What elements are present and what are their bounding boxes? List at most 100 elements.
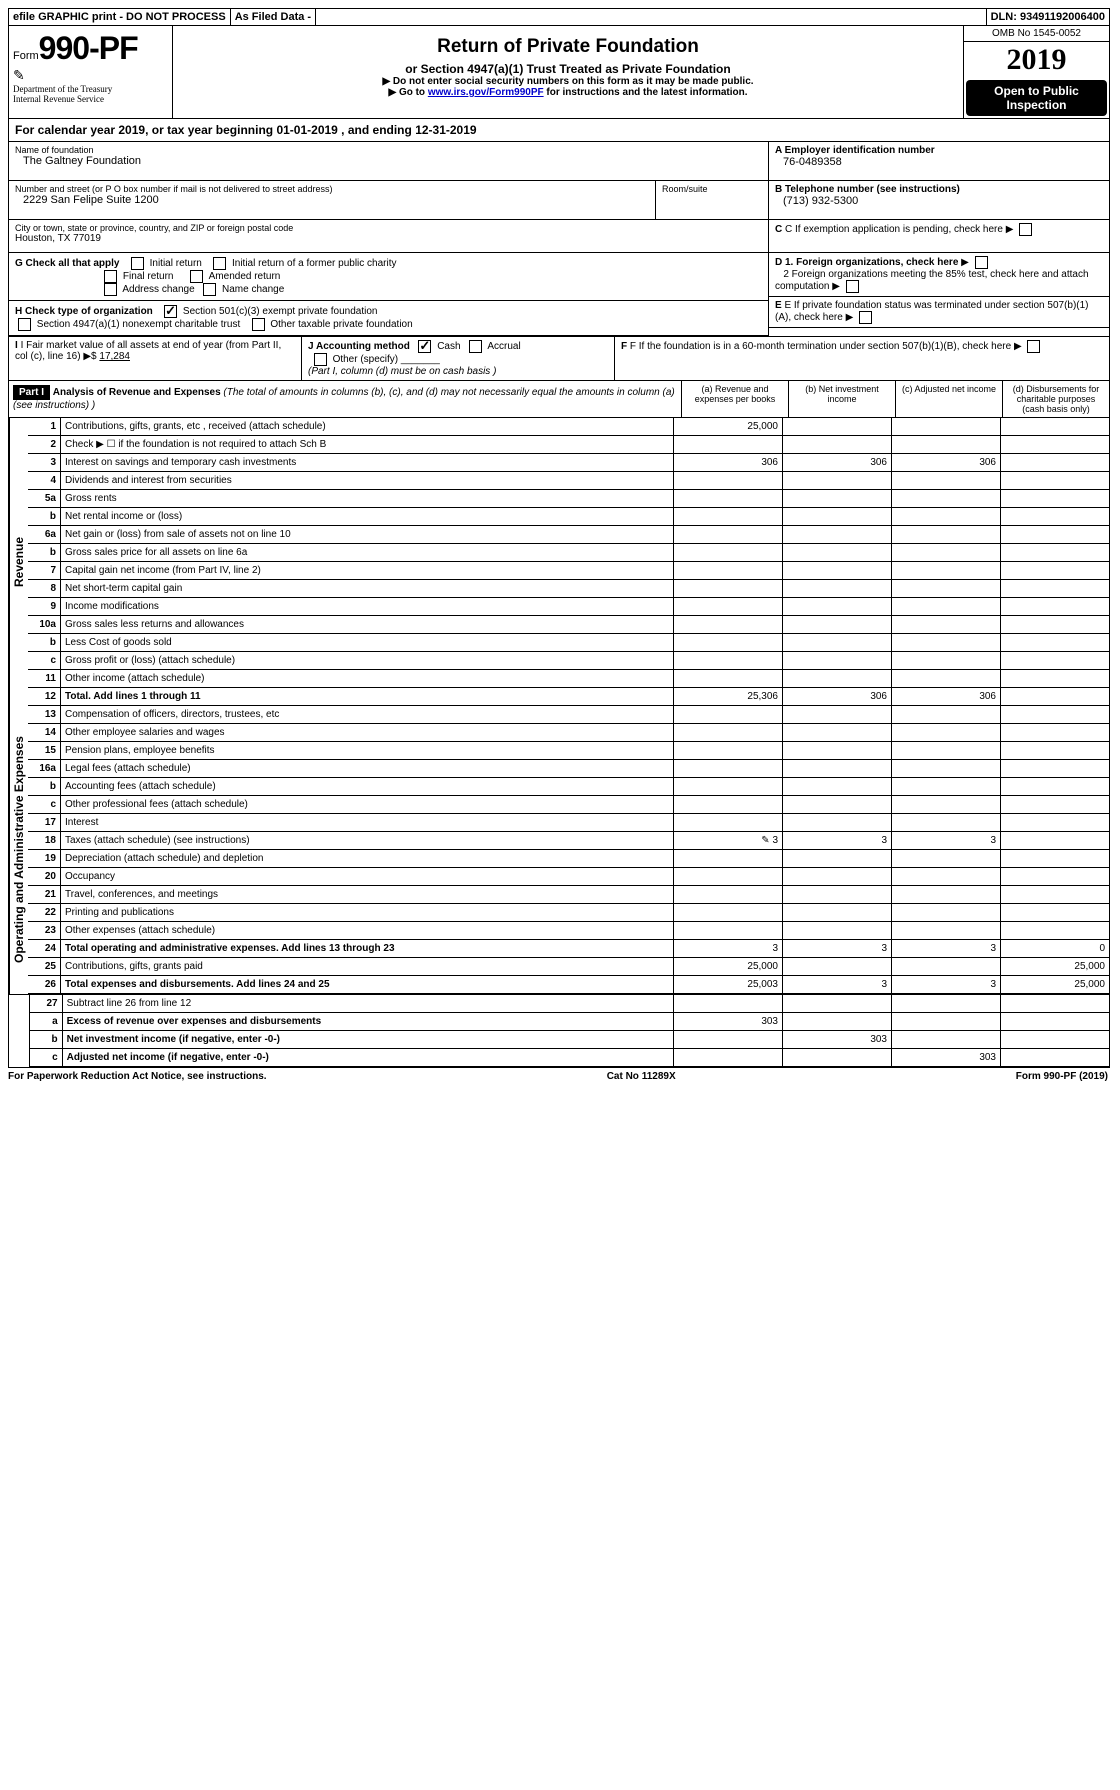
col-d <box>1001 868 1110 886</box>
col-d <box>1001 670 1110 688</box>
revenue-section: Revenue 1Contributions, gifts, grants, e… <box>9 418 1109 706</box>
col-c <box>892 508 1001 526</box>
chk-initial-former[interactable] <box>213 257 226 270</box>
col-c <box>892 778 1001 796</box>
revenue-side-label: Revenue <box>9 418 28 706</box>
omb-number: OMB No 1545-0052 <box>964 26 1109 42</box>
col-b <box>783 598 892 616</box>
chk-e[interactable] <box>859 311 872 324</box>
col-d <box>1001 688 1110 706</box>
row-desc: Travel, conferences, and meetings <box>61 886 674 904</box>
col-b <box>783 706 892 724</box>
col-b <box>783 526 892 544</box>
chk-d1[interactable] <box>975 256 988 269</box>
irs-link[interactable]: www.irs.gov/Form990PF <box>428 87 544 98</box>
row-desc: Other professional fees (attach schedule… <box>61 796 674 814</box>
j-cash: Cash <box>437 341 460 352</box>
chk-other[interactable] <box>314 353 327 366</box>
col-a <box>674 760 783 778</box>
g-row: G Check all that apply Initial return In… <box>9 253 768 301</box>
footer-right: Form 990-PF (2019) <box>1016 1071 1108 1082</box>
chk-final[interactable] <box>104 270 117 283</box>
row-desc: Total. Add lines 1 through 11 <box>61 688 674 706</box>
col-b <box>783 670 892 688</box>
i-label: I Fair market value of all assets at end… <box>15 340 281 362</box>
table-row: bGross sales price for all assets on lin… <box>28 544 1109 562</box>
col-d <box>1001 418 1110 436</box>
chk-4947[interactable] <box>18 318 31 331</box>
col-d: 0 <box>1001 940 1110 958</box>
city-label: City or town, state or province, country… <box>15 223 762 233</box>
ein-cell: A Employer identification number 76-0489… <box>769 142 1109 181</box>
c-label: C If exemption application is pending, c… <box>785 224 1003 235</box>
chk-cash[interactable] <box>418 340 431 353</box>
col-c <box>892 904 1001 922</box>
table-row: 10aGross sales less returns and allowanc… <box>28 616 1109 634</box>
table-row: 17Interest <box>28 814 1109 832</box>
col-c: 3 <box>892 832 1001 850</box>
chk-name-change[interactable] <box>203 283 216 296</box>
row-num: 13 <box>28 706 61 724</box>
chk-f[interactable] <box>1027 340 1040 353</box>
foundation-name: The Galtney Foundation <box>15 155 762 167</box>
chk-accrual[interactable] <box>469 340 482 353</box>
footer-mid: Cat No 11289X <box>607 1071 676 1082</box>
dept-irs: Internal Revenue Service <box>13 94 168 104</box>
col-b <box>783 995 892 1013</box>
col-a <box>674 544 783 562</box>
row-num: 9 <box>28 598 61 616</box>
col-c <box>892 868 1001 886</box>
expenses-section: Operating and Administrative Expenses 13… <box>9 706 1109 994</box>
chk-addr-change[interactable] <box>104 283 117 296</box>
col-a: 3 <box>674 940 783 958</box>
col-d <box>1001 454 1110 472</box>
row-num: 5a <box>28 490 61 508</box>
col-a: 303 <box>674 1013 783 1031</box>
row-desc: Total operating and administrative expen… <box>61 940 674 958</box>
col-d <box>1001 742 1110 760</box>
row-num: 3 <box>28 454 61 472</box>
form-subtitle: or Section 4947(a)(1) Trust Treated as P… <box>179 62 957 76</box>
header-mid: Return of Private Foundation or Section … <box>173 26 963 118</box>
g-label: G Check all that apply <box>15 258 119 269</box>
instr-pre: ▶ Go to <box>388 87 427 98</box>
table-row: cOther professional fees (attach schedul… <box>28 796 1109 814</box>
col-c <box>892 922 1001 940</box>
col-c <box>892 598 1001 616</box>
addr-cell: Number and street (or P O box number if … <box>9 181 655 220</box>
instr-link-row: ▶ Go to www.irs.gov/Form990PF for instru… <box>179 87 957 98</box>
col-a <box>674 1031 783 1049</box>
col-a: 25,000 <box>674 418 783 436</box>
g-initial-former: Initial return of a former public charit… <box>232 258 397 269</box>
col-a <box>674 1049 783 1067</box>
col-b <box>783 778 892 796</box>
chk-c[interactable] <box>1019 223 1032 236</box>
chk-amended[interactable] <box>190 270 203 283</box>
chk-d2[interactable] <box>846 280 859 293</box>
col-b <box>783 634 892 652</box>
row-desc: Net short-term capital gain <box>61 580 674 598</box>
h-opt2: Section 4947(a)(1) nonexempt charitable … <box>37 319 240 330</box>
col-b: 3 <box>783 940 892 958</box>
row-desc: Adjusted net income (if negative, enter … <box>62 1049 673 1067</box>
table-row: 26Total expenses and disbursements. Add … <box>28 976 1109 994</box>
chk-501c3[interactable] <box>164 305 177 318</box>
city-value: Houston, TX 77019 <box>15 233 762 244</box>
col-c <box>892 670 1001 688</box>
instr-post: for instructions and the latest informat… <box>544 87 748 98</box>
chk-other-tax[interactable] <box>252 318 265 331</box>
col-d <box>1001 580 1110 598</box>
col-b <box>783 922 892 940</box>
col-c <box>892 616 1001 634</box>
calendar-year-row: For calendar year 2019, or tax year begi… <box>9 119 1109 142</box>
dln-label: DLN: <box>991 11 1017 23</box>
col-a <box>674 490 783 508</box>
col-c: 3 <box>892 940 1001 958</box>
addr-label: Number and street (or P O box number if … <box>15 184 649 194</box>
col-c-header: (c) Adjusted net income <box>896 381 1003 417</box>
chk-initial[interactable] <box>131 257 144 270</box>
col-b <box>783 1049 892 1067</box>
g-addr-change: Address change <box>122 284 194 295</box>
col-a <box>674 472 783 490</box>
row-desc: Contributions, gifts, grants, etc , rece… <box>61 418 674 436</box>
